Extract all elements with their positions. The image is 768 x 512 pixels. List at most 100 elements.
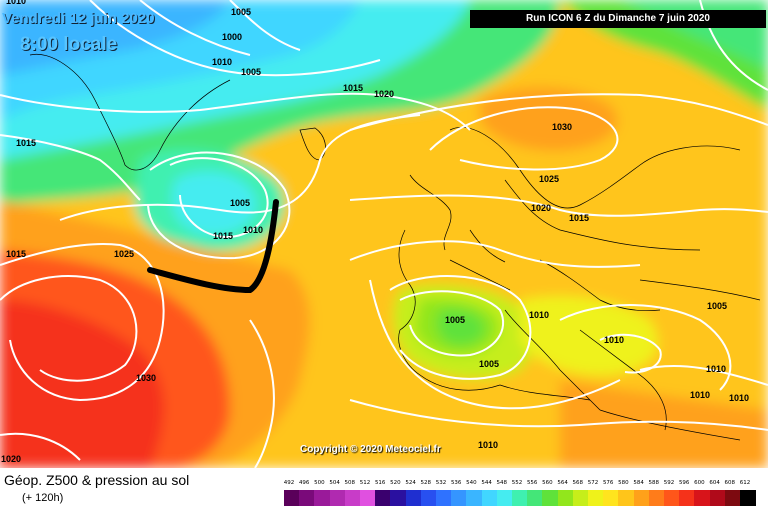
- legend-label: 568: [572, 480, 584, 486]
- copyright-notice: Copyright © 2020 Meteociel.fr: [300, 444, 441, 455]
- isobar-label: 1010: [478, 440, 498, 450]
- legend-label: 548: [496, 480, 508, 486]
- isobar-label: 1030: [552, 122, 572, 132]
- isobar-label: 1010: [212, 57, 232, 67]
- legend-swatch: [405, 490, 422, 506]
- weather-map: 1010 1005 1000 1010 1005 1015 1020 1015 …: [0, 0, 768, 468]
- legend-label: 592: [663, 480, 675, 486]
- legend-label: 580: [618, 480, 629, 486]
- legend-label: 596: [678, 480, 690, 486]
- isobar-label: 1005: [231, 7, 251, 17]
- legend-label: 504: [329, 480, 340, 486]
- legend-label: 536: [450, 480, 462, 486]
- legend-swatch: [648, 490, 665, 506]
- legend-swatch: [527, 490, 543, 506]
- isobar-label: 1015: [6, 249, 26, 259]
- legend-label: 524: [405, 480, 416, 486]
- legend-swatch: [709, 490, 726, 506]
- legend-label: 500: [314, 480, 325, 486]
- legend-label: 528: [420, 480, 432, 486]
- color-legend: 492 496 500 504 508 512 516 520 524 528 532 536 540 5…: [284, 480, 756, 508]
- legend-swatch: [724, 490, 741, 506]
- isobar-label: 1030: [136, 373, 156, 383]
- legend-label: 604: [709, 480, 720, 486]
- legend-label: 612: [739, 480, 751, 486]
- legend-swatch: [557, 490, 574, 506]
- legend-swatch: [375, 490, 391, 506]
- isobar-label: 1010: [6, 0, 26, 6]
- product-title: Géop. Z500 & pression au sol: [4, 472, 190, 488]
- geopotential-field: [0, 0, 768, 468]
- run-banner: Run ICON 6 Z du Dimanche 7 juin 2020: [470, 10, 766, 28]
- legend-swatch: [481, 490, 498, 506]
- legend-swatch: [618, 490, 635, 506]
- isobar-label: 1025: [114, 249, 134, 259]
- legend-swatch: [284, 490, 300, 506]
- legend-swatch: [420, 490, 437, 506]
- legend-label: 572: [587, 480, 599, 486]
- isobars: [0, 0, 768, 468]
- legend-swatch: [299, 490, 315, 506]
- isobar-label: 1025: [539, 174, 559, 184]
- legend-label: 544: [481, 480, 492, 486]
- isobar-label: 1010: [729, 393, 749, 403]
- isobar-label: 1015: [16, 138, 36, 148]
- isobar-label: 1015: [343, 83, 363, 93]
- legend-swatch: [542, 490, 559, 506]
- legend-swatch: [694, 490, 711, 506]
- legend-label: 564: [557, 480, 568, 486]
- legend-swatch: [314, 490, 331, 506]
- legend-label: 540: [466, 480, 477, 486]
- isobar-label: 1005: [230, 198, 250, 208]
- isobar-label: 1010: [604, 335, 624, 345]
- legend-label: 496: [298, 480, 310, 486]
- legend-label: 532: [435, 480, 447, 486]
- legend-label: 588: [648, 480, 660, 486]
- isobar-label: 1015: [569, 213, 589, 223]
- legend-label: 516: [374, 480, 386, 486]
- isobar-label: 1000: [222, 32, 242, 42]
- legend-swatch: [344, 490, 361, 506]
- isobar-label: 1010: [529, 310, 549, 320]
- legend-label: 600: [694, 480, 705, 486]
- isobar-label: 1015: [213, 231, 233, 241]
- isobar-label: 1005: [241, 67, 261, 77]
- lead-time: (+ 120h): [22, 492, 64, 504]
- isobar-label: 1010: [243, 225, 263, 235]
- legend-swatch: [572, 490, 589, 506]
- legend-label: 584: [633, 480, 644, 486]
- legend-swatch: [451, 490, 467, 506]
- legend-label: 552: [511, 480, 523, 486]
- legend-label: 608: [724, 480, 736, 486]
- legend-swatch: [512, 490, 528, 506]
- legend-swatch: [329, 490, 346, 506]
- isobar-label: 1010: [690, 390, 710, 400]
- legend-swatch: [588, 490, 604, 506]
- legend-swatch: [466, 490, 483, 506]
- legend-label: 520: [390, 480, 401, 486]
- legend-swatch: [496, 490, 513, 506]
- isobar-label: 1020: [374, 89, 394, 99]
- legend-label: 560: [542, 480, 553, 486]
- legend-swatch: [679, 490, 695, 506]
- isobar-label: 1005: [707, 301, 727, 311]
- legend-swatch: [633, 490, 650, 506]
- legend-swatch: [390, 490, 407, 506]
- legend-swatch: [603, 490, 619, 506]
- isobar-label-group: 1010 1005 1000 1010 1005 1015 1020 1015 …: [1, 0, 749, 464]
- legend-swatch: [740, 490, 756, 506]
- legend-swatch: [664, 490, 680, 506]
- legend-swatch: [436, 490, 452, 506]
- legend-swatch: [360, 490, 376, 506]
- isobar-label: 1020: [531, 203, 551, 213]
- legend-label: 576: [602, 480, 614, 486]
- legend-label: 508: [344, 480, 356, 486]
- front-line: [147, 199, 279, 294]
- isobar-label: 1010: [706, 364, 726, 374]
- forecast-date: Vendredi 12 juin 2020: [2, 10, 155, 27]
- isobar-label: 1005: [445, 315, 465, 325]
- legend-label: 512: [359, 480, 371, 486]
- isobar-label: 1005: [479, 359, 499, 369]
- isobar-label: 1020: [1, 454, 21, 464]
